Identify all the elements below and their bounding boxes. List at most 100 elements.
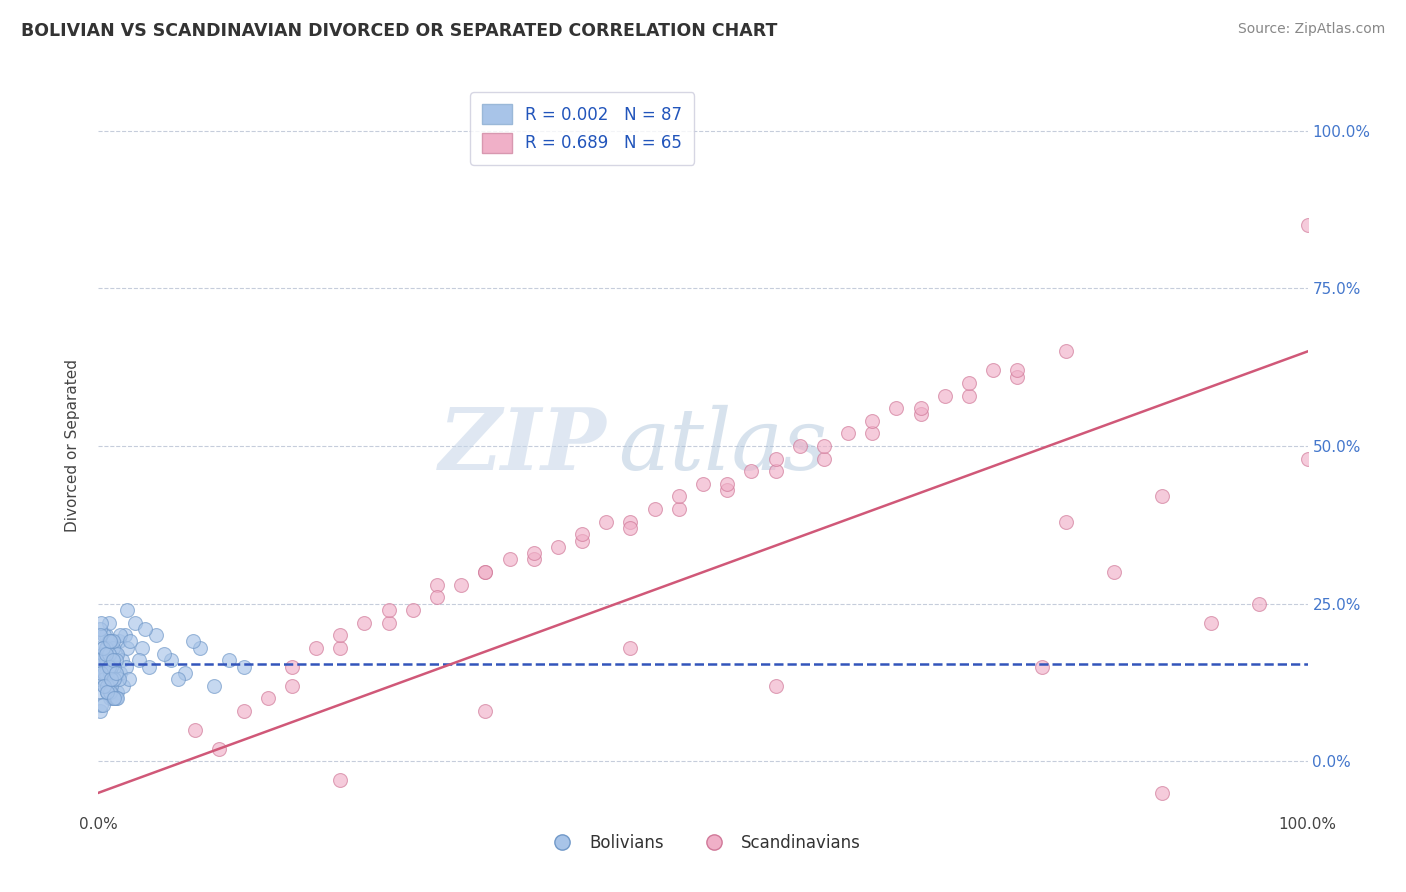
- Point: [152, 647, 174, 661]
- Text: Source: ZipAtlas.com: Source: ZipAtlas.com: [1237, 22, 1385, 37]
- Point: [765, 464, 787, 478]
- Point: [860, 426, 883, 441]
- Point: [93, 679, 115, 693]
- Point: [188, 640, 211, 655]
- Point: [167, 673, 190, 687]
- Point: [377, 615, 399, 630]
- Point: [96, 640, 118, 655]
- Point: [97, 659, 120, 673]
- Point: [100, 679, 122, 693]
- Point: [96, 679, 118, 693]
- Point: [450, 578, 472, 592]
- Point: [547, 540, 569, 554]
- Point: [329, 773, 352, 788]
- Point: [281, 679, 304, 693]
- Point: [90, 665, 112, 680]
- Point: [101, 634, 124, 648]
- Point: [1296, 451, 1319, 466]
- Point: [98, 685, 121, 699]
- Point: [208, 741, 231, 756]
- Point: [124, 615, 146, 630]
- Point: [329, 640, 352, 655]
- Point: [112, 679, 135, 693]
- Point: [100, 634, 122, 648]
- Point: [353, 615, 375, 630]
- Point: [1007, 369, 1029, 384]
- Point: [104, 691, 127, 706]
- Point: [93, 628, 115, 642]
- Point: [1031, 659, 1053, 673]
- Point: [120, 634, 142, 648]
- Point: [981, 363, 1004, 377]
- Point: [910, 401, 932, 416]
- Point: [94, 665, 117, 680]
- Point: [91, 653, 114, 667]
- Point: [619, 640, 641, 655]
- Point: [98, 659, 121, 673]
- Point: [1054, 344, 1077, 359]
- Point: [837, 426, 859, 441]
- Point: [100, 673, 122, 687]
- Point: [402, 603, 425, 617]
- Point: [1152, 490, 1174, 504]
- Point: [96, 685, 118, 699]
- Point: [1249, 597, 1271, 611]
- Point: [886, 401, 908, 416]
- Point: [813, 439, 835, 453]
- Point: [107, 673, 129, 687]
- Point: [117, 640, 139, 655]
- Point: [103, 673, 125, 687]
- Point: [114, 628, 136, 642]
- Point: [89, 622, 111, 636]
- Point: [523, 552, 546, 566]
- Point: [765, 679, 787, 693]
- Point: [108, 665, 131, 680]
- Point: [134, 622, 156, 636]
- Text: atlas: atlas: [619, 405, 828, 487]
- Point: [89, 653, 111, 667]
- Point: [90, 665, 112, 680]
- Point: [256, 691, 278, 706]
- Point: [523, 546, 546, 560]
- Point: [232, 659, 254, 673]
- Point: [145, 628, 167, 642]
- Point: [118, 673, 141, 687]
- Point: [595, 515, 617, 529]
- Point: [474, 565, 496, 579]
- Point: [97, 634, 120, 648]
- Point: [619, 515, 641, 529]
- Point: [103, 691, 125, 706]
- Point: [90, 698, 112, 712]
- Point: [716, 483, 738, 497]
- Point: [174, 665, 197, 680]
- Point: [91, 640, 114, 655]
- Point: [1054, 515, 1077, 529]
- Point: [474, 704, 496, 718]
- Point: [1007, 363, 1029, 377]
- Y-axis label: Divorced or Separated: Divorced or Separated: [65, 359, 80, 533]
- Point: [90, 615, 112, 630]
- Point: [89, 704, 111, 718]
- Point: [115, 659, 138, 673]
- Point: [765, 451, 787, 466]
- Point: [1199, 615, 1222, 630]
- Point: [100, 659, 122, 673]
- Point: [90, 685, 112, 699]
- Point: [101, 653, 124, 667]
- Point: [138, 659, 160, 673]
- Point: [111, 653, 134, 667]
- Point: [329, 628, 352, 642]
- Point: [101, 691, 124, 706]
- Point: [96, 685, 118, 699]
- Point: [93, 673, 115, 687]
- Point: [98, 665, 121, 680]
- Point: [474, 565, 496, 579]
- Point: [1296, 219, 1319, 233]
- Point: [957, 388, 980, 402]
- Point: [97, 647, 120, 661]
- Point: [104, 653, 127, 667]
- Point: [94, 640, 117, 655]
- Point: [91, 698, 114, 712]
- Point: [98, 691, 121, 706]
- Text: BOLIVIAN VS SCANDINAVIAN DIVORCED OR SEPARATED CORRELATION CHART: BOLIVIAN VS SCANDINAVIAN DIVORCED OR SEP…: [21, 22, 778, 40]
